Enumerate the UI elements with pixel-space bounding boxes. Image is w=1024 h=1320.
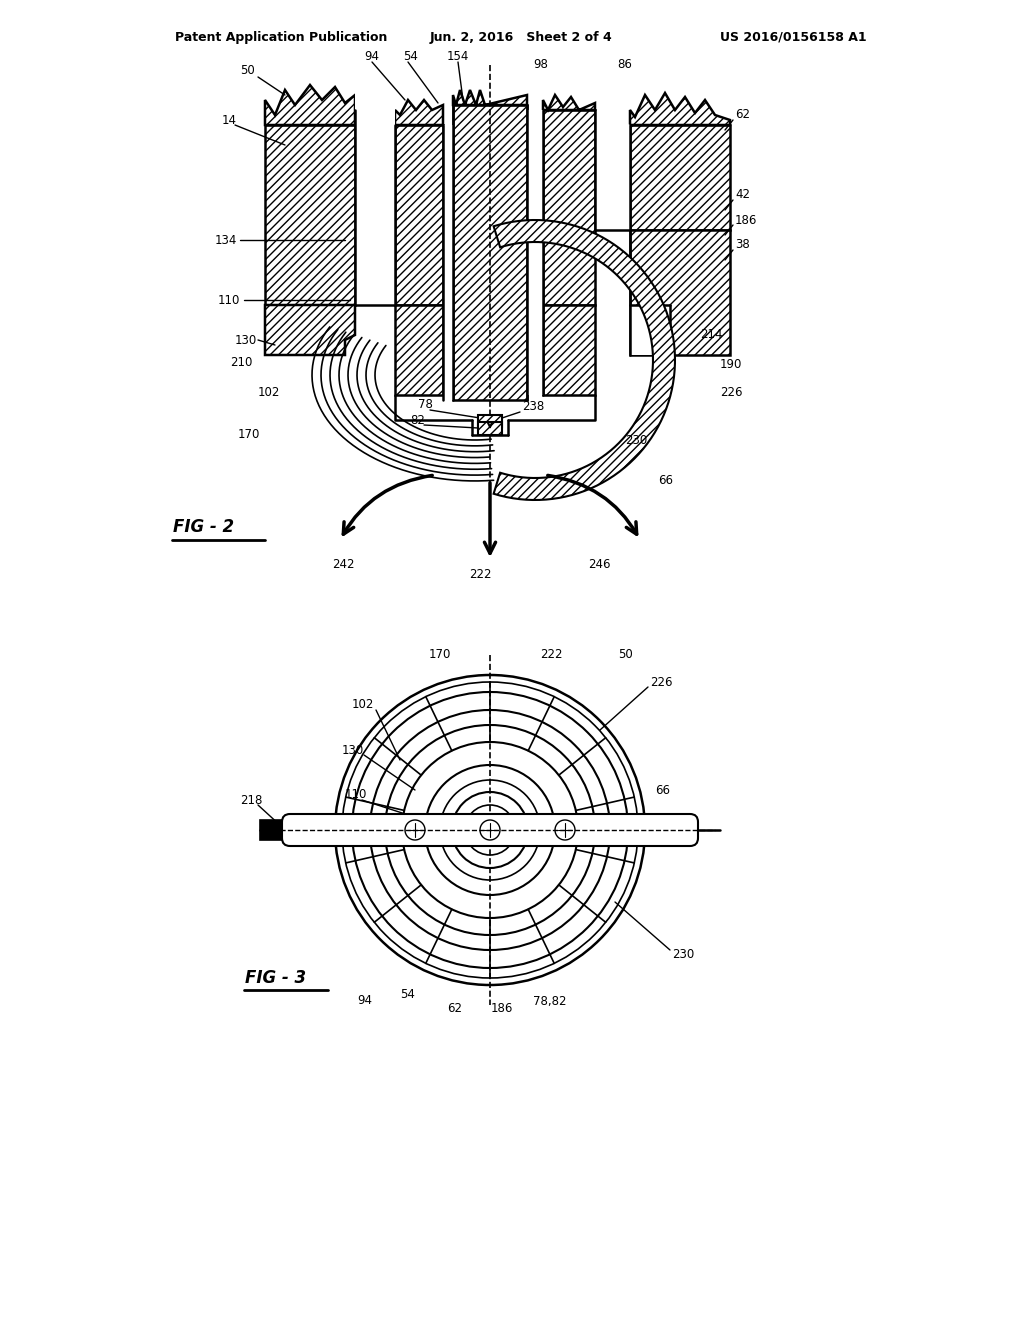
Text: 170: 170 [238, 429, 260, 441]
Polygon shape [630, 92, 730, 125]
Text: US 2016/0156158 A1: US 2016/0156158 A1 [720, 30, 866, 44]
Polygon shape [260, 820, 282, 840]
Text: FIG - 3: FIG - 3 [245, 969, 306, 987]
Text: 66: 66 [658, 474, 673, 487]
Polygon shape [543, 110, 595, 305]
Polygon shape [543, 305, 595, 395]
Text: 230: 230 [672, 949, 694, 961]
Polygon shape [395, 305, 443, 395]
Polygon shape [630, 305, 670, 355]
Text: 66: 66 [655, 784, 670, 796]
Text: 62: 62 [735, 108, 750, 121]
Text: 86: 86 [617, 58, 632, 71]
Polygon shape [453, 90, 527, 106]
Text: 50: 50 [240, 63, 255, 77]
Text: 130: 130 [234, 334, 257, 346]
Polygon shape [395, 100, 443, 125]
Text: 54: 54 [403, 50, 418, 63]
Polygon shape [630, 125, 730, 230]
Polygon shape [478, 422, 502, 436]
Polygon shape [443, 125, 453, 400]
Text: 98: 98 [534, 58, 548, 71]
Text: 130: 130 [342, 743, 365, 756]
Text: 186: 186 [735, 214, 758, 227]
Text: 78,82: 78,82 [534, 995, 566, 1008]
Text: 14: 14 [222, 114, 237, 127]
Text: 214: 214 [700, 329, 723, 342]
Text: 190: 190 [720, 359, 742, 371]
Text: 102: 102 [352, 698, 375, 711]
Polygon shape [265, 305, 355, 355]
Text: 222: 222 [540, 648, 562, 661]
Text: 42: 42 [735, 189, 750, 202]
Text: 110: 110 [218, 293, 241, 306]
Text: 210: 210 [230, 356, 252, 370]
Polygon shape [478, 414, 502, 426]
Text: 102: 102 [258, 387, 281, 400]
Text: Jun. 2, 2016   Sheet 2 of 4: Jun. 2, 2016 Sheet 2 of 4 [430, 30, 612, 44]
Text: 246: 246 [588, 558, 610, 572]
Text: 38: 38 [735, 239, 750, 252]
Text: 186: 186 [490, 1002, 513, 1015]
Polygon shape [543, 95, 595, 110]
Polygon shape [630, 230, 730, 355]
Polygon shape [265, 84, 355, 125]
FancyBboxPatch shape [282, 814, 698, 846]
Text: 242: 242 [332, 558, 354, 572]
Text: 54: 54 [400, 989, 416, 1002]
Text: 218: 218 [240, 793, 262, 807]
Text: 78: 78 [418, 399, 433, 412]
Text: 170: 170 [429, 648, 452, 661]
Polygon shape [265, 125, 355, 305]
Polygon shape [494, 220, 675, 500]
Text: 238: 238 [522, 400, 544, 413]
Polygon shape [453, 106, 527, 400]
Text: 134: 134 [215, 234, 238, 247]
Polygon shape [595, 110, 630, 230]
Text: 230: 230 [625, 433, 647, 446]
Polygon shape [355, 84, 395, 305]
Polygon shape [395, 125, 443, 305]
Polygon shape [527, 110, 543, 395]
Text: 226: 226 [720, 387, 742, 400]
Text: 110: 110 [345, 788, 368, 801]
Text: 50: 50 [618, 648, 633, 661]
Text: FIG - 2: FIG - 2 [173, 517, 234, 536]
Text: 82: 82 [410, 413, 425, 426]
Text: 62: 62 [447, 1002, 463, 1015]
Text: 94: 94 [357, 994, 373, 1006]
Text: 226: 226 [650, 676, 673, 689]
Text: 154: 154 [447, 50, 469, 63]
Text: 94: 94 [365, 50, 380, 63]
Text: Patent Application Publication: Patent Application Publication [175, 30, 387, 44]
Text: 222: 222 [469, 569, 492, 582]
